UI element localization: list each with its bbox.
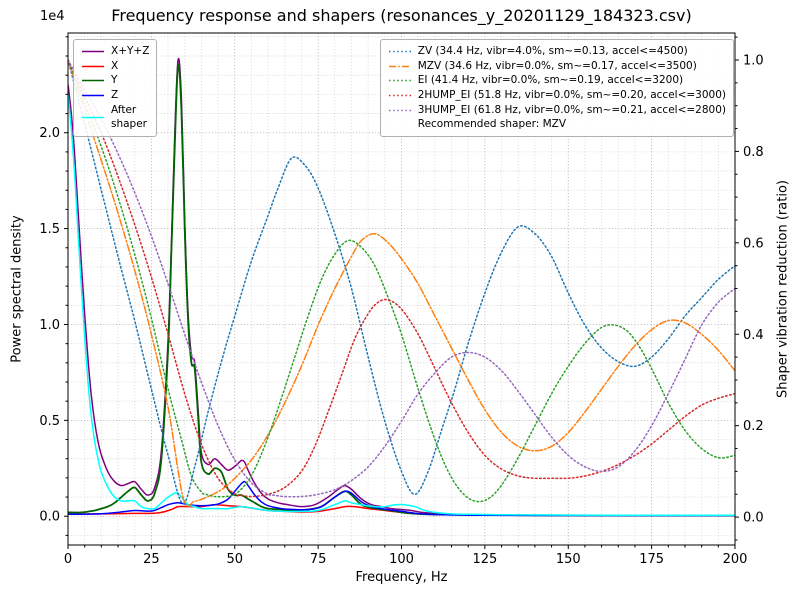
legend-swatch-line <box>388 79 411 82</box>
y-left-tick-label: 2.0 <box>39 126 60 141</box>
legend-item-x: X <box>81 59 149 74</box>
tick-labels: 0 25 50 75 100 125 150 175 200 0.0 0.5 1.0 1.5 2.0 0.0… <box>39 53 763 567</box>
y-right-tick-label: 0.8 <box>743 145 764 160</box>
legend-item-mzv: MZV (34.6 Hz, vibr=0.0%, sm~=0.17, accel… <box>388 59 726 74</box>
legend-item-after-shaper: After shaper <box>81 103 149 132</box>
chart-title: Frequency response and shapers (resonanc… <box>111 6 692 25</box>
series-after-shaper <box>68 93 735 517</box>
series-mzv <box>68 59 735 508</box>
legend-swatch-line <box>388 109 411 111</box>
x-tick-label: 100 <box>389 552 414 567</box>
x-axis-label: Frequency, Hz <box>355 570 448 585</box>
x-tick-label: 200 <box>723 552 748 567</box>
y-right-tick-label: 0.6 <box>743 236 764 251</box>
legend-item-label: X+Y+Z <box>111 45 150 57</box>
legend-item-label: ZV (34.4 Hz, vibr=4.0%, sm~=0.13, accel<… <box>417 45 688 57</box>
y-right-tick-label: 0.2 <box>743 419 764 434</box>
legend-item-label: X <box>111 59 119 72</box>
legend-item-zv: ZV (34.4 Hz, vibr=4.0%, sm~=0.13, accel<… <box>388 44 726 59</box>
legend-swatch-line <box>82 79 104 82</box>
legend-swatch-line <box>82 94 104 97</box>
x-tick-label: 150 <box>556 552 581 567</box>
ticks <box>64 36 739 549</box>
legend-item-label: 3HUMP_EI (61.8 Hz, vibr=0.0%, sm~=0.21, … <box>417 103 726 116</box>
legend-item-y: Y <box>81 73 149 88</box>
y-left-tick-label: 1.0 <box>39 318 60 333</box>
legend-item-z: Z <box>81 88 149 103</box>
series-y <box>68 63 735 517</box>
y-right-tick-label: 1.0 <box>743 53 764 68</box>
legend-item-ei: EI (41.4 Hz, vibr=0.0%, sm~=0.19, accel<… <box>388 73 726 88</box>
series-z <box>68 480 735 517</box>
series-zv <box>68 59 735 505</box>
legend-swatch-line <box>388 50 411 53</box>
x-tick-label: 0 <box>64 552 72 567</box>
legend-swatch-line <box>388 65 411 67</box>
legend-item-label: 2HUMP_EI (51.8 Hz, vibr=0.0%, sm~=0.20, … <box>417 89 726 102</box>
curves <box>68 57 735 517</box>
x-tick-label: 125 <box>472 552 497 567</box>
y-left-tick-label: 0.0 <box>39 510 60 525</box>
x-tick-label: 75 <box>310 552 327 567</box>
x-tick-label: 175 <box>639 552 664 567</box>
y-left-tick-label: 0.5 <box>39 414 60 429</box>
x-tick-label: 50 <box>226 552 243 567</box>
y-left-tick-label: 1.5 <box>39 222 60 237</box>
legend-psd: X+Y+Z X Y Z After shaper <box>73 39 158 138</box>
legend-swatch-line <box>82 116 104 119</box>
legend-item-label: MZV (34.6 Hz, vibr=0.0%, sm~=0.17, accel… <box>417 59 697 72</box>
x-tick-label: 25 <box>143 552 160 567</box>
legend-item-label: After shaper <box>111 103 148 131</box>
y-right-tick-label: 0.4 <box>743 328 764 343</box>
legend-item-3hump-ei: 3HUMP_EI (61.8 Hz, vibr=0.0%, sm~=0.21, … <box>388 103 726 118</box>
legend-item-label: Z <box>111 89 119 102</box>
series-3hump-ei <box>68 59 735 498</box>
series-2hump-ei <box>68 59 735 498</box>
legend-shapers: ZV (34.4 Hz, vibr=4.0%, sm~=0.13, accel<… <box>379 39 734 138</box>
y-right-tick-label: 0.0 <box>743 511 764 526</box>
legend-swatch-line <box>82 50 104 53</box>
legend-item-x-y-z: X+Y+Z <box>81 44 149 59</box>
legend-item-2hump-ei: 2HUMP_EI (51.8 Hz, vibr=0.0%, sm~=0.20, … <box>388 88 726 103</box>
series-x-y-z <box>68 57 735 517</box>
y-axis-offset-label: 1e4 <box>40 9 65 24</box>
legend-swatch-line <box>388 94 411 97</box>
series-ei <box>68 59 735 503</box>
legend-item-recommended-shaper: Recommended shaper: MZV <box>388 117 726 132</box>
legend-item-label: EI (41.4 Hz, vibr=0.0%, sm~=0.19, accel<… <box>417 74 684 87</box>
legend-item-label: Recommended shaper: MZV <box>417 118 567 131</box>
legend-swatch-line <box>82 65 104 67</box>
legend-item-label: Y <box>111 74 118 87</box>
legend-swatch-line <box>388 119 412 130</box>
